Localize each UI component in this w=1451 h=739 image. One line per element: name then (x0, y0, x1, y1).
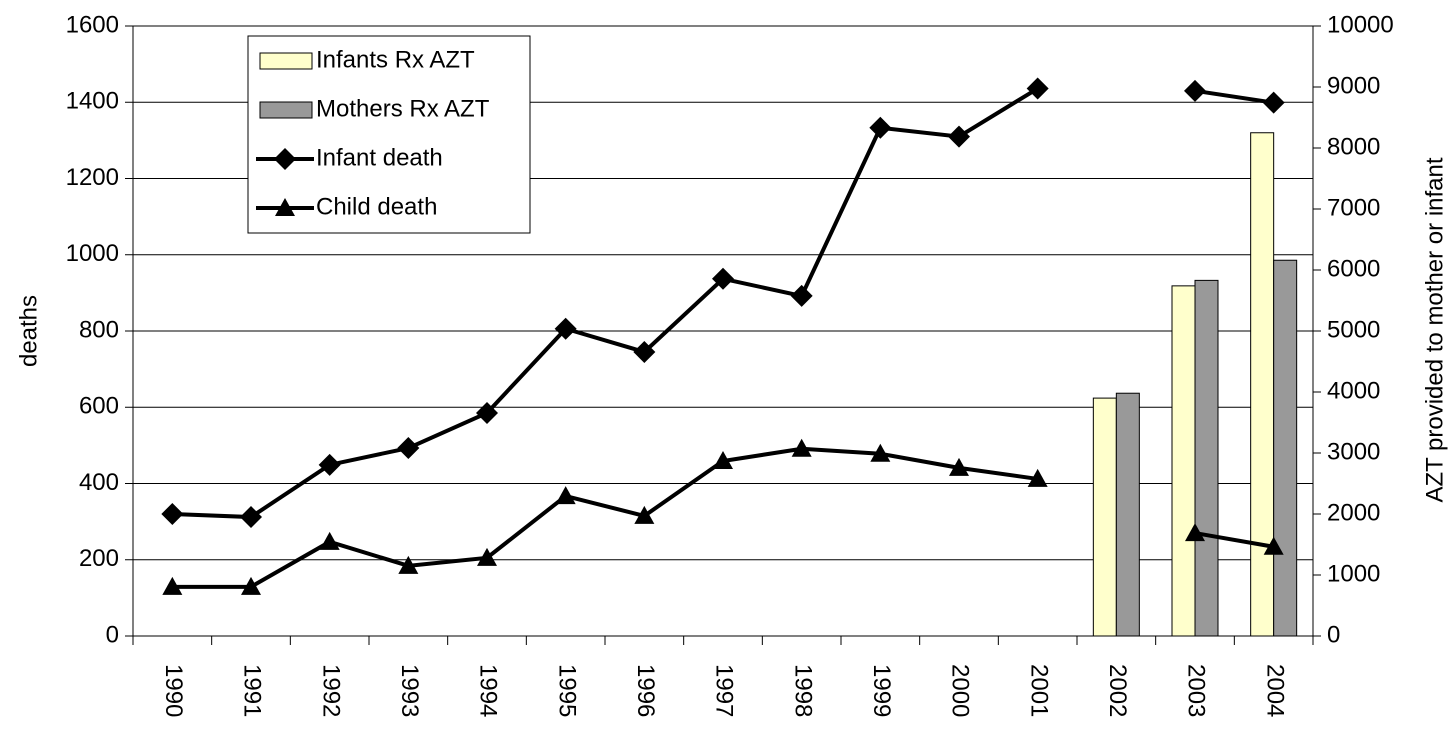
marker (948, 125, 970, 148)
marker (554, 317, 577, 340)
x-tick-label: 1995 (553, 664, 580, 717)
marker (476, 401, 498, 424)
y2-tick-label: 10000 (1327, 11, 1394, 38)
y2-tick-label: 7000 (1327, 194, 1380, 221)
x-tick-label: 1996 (632, 664, 659, 717)
y-tick-label: 1000 (66, 240, 119, 267)
marker (241, 576, 261, 595)
marker (790, 284, 813, 307)
marker (712, 267, 734, 290)
legend-label: Infants Rx AZT (316, 46, 475, 73)
legend-swatch (259, 52, 313, 70)
marker (240, 506, 262, 529)
marker (633, 340, 656, 363)
y-tick-label: 200 (79, 545, 119, 572)
marker (161, 503, 184, 525)
y-tick-label: 800 (79, 316, 119, 343)
y2-tick-label: 2000 (1327, 499, 1380, 526)
marker (397, 437, 420, 460)
y-tick-label: 0 (106, 621, 119, 648)
marker (318, 453, 341, 476)
marker (319, 531, 340, 550)
marker (1263, 536, 1284, 555)
legend-label: Child death (316, 193, 437, 220)
marker (870, 443, 891, 462)
x-tick-label: 2000 (947, 664, 974, 717)
bar (1250, 132, 1275, 637)
y2-tick-label: 9000 (1327, 72, 1380, 99)
x-tick-label: 2002 (1104, 664, 1131, 717)
x-tick-label: 2001 (1025, 664, 1052, 717)
x-tick-label: 1999 (868, 664, 895, 717)
y2-tick-label: 1000 (1327, 560, 1380, 587)
legend-marker (274, 148, 296, 170)
bar (1194, 279, 1219, 637)
bar (1092, 397, 1117, 637)
y2-tick-label: 5000 (1327, 316, 1380, 343)
marker (477, 547, 497, 566)
legend-marker (275, 198, 295, 216)
y-axis-label: deaths (15, 295, 42, 367)
x-tick-label: 1998 (789, 664, 816, 717)
x-tick-label: 1993 (396, 664, 423, 717)
x-tick-label: 2003 (1183, 664, 1210, 717)
bar (1273, 259, 1298, 637)
marker (949, 457, 969, 476)
legend-label: Infant death (316, 144, 443, 171)
y-tick-label: 400 (79, 469, 119, 496)
legend-label: Mothers Rx AZT (316, 95, 490, 122)
bar (1171, 285, 1196, 637)
x-tick-label: 1991 (239, 664, 266, 717)
y-tick-label: 600 (79, 393, 119, 420)
legend-swatch (259, 101, 313, 119)
marker (1184, 79, 1206, 102)
y2-tick-label: 8000 (1327, 133, 1380, 160)
marker (634, 505, 655, 524)
y2-axis-label: AZT provided to mother or infant (1421, 157, 1448, 502)
line (172, 86, 1274, 520)
x-tick-label: 1994 (475, 664, 502, 717)
y2-tick-label: 3000 (1327, 438, 1380, 465)
line (172, 446, 1275, 589)
x-tick-label: 1992 (317, 664, 344, 717)
marker (1027, 468, 1048, 487)
x-tick-label: 1997 (711, 664, 738, 717)
marker (713, 451, 733, 470)
bar (1115, 392, 1140, 637)
y2-tick-label: 0 (1327, 621, 1340, 648)
marker (869, 116, 892, 139)
marker (555, 486, 576, 505)
marker (791, 438, 812, 457)
y-tick-label: 1400 (66, 88, 119, 115)
y-tick-label: 1200 (66, 164, 119, 191)
marker (1026, 77, 1049, 100)
marker (162, 576, 183, 595)
y2-tick-label: 6000 (1327, 255, 1380, 282)
x-tick-label: 1990 (160, 664, 187, 717)
x-tick-label: 2004 (1261, 664, 1288, 717)
marker (398, 555, 419, 574)
marker (1185, 523, 1205, 542)
y2-tick-label: 4000 (1327, 377, 1380, 404)
y-tick-label: 1600 (66, 11, 119, 38)
marker (1262, 91, 1285, 114)
